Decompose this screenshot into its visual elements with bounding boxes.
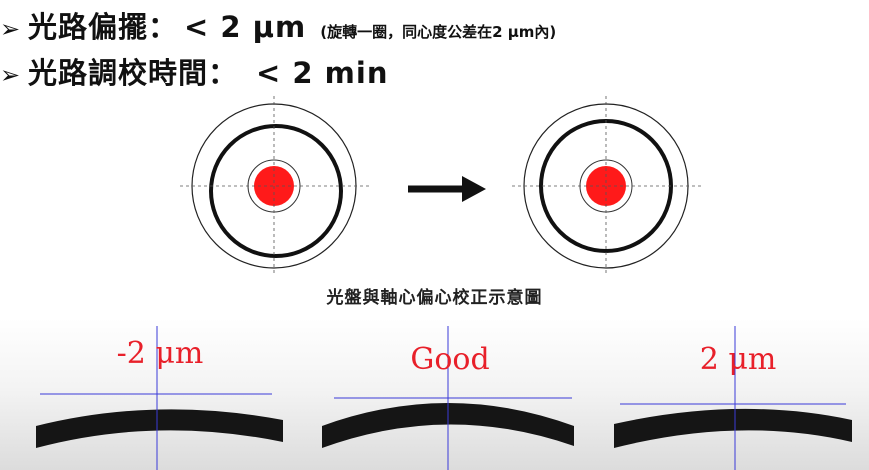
disc-before (180, 96, 370, 276)
eccentricity-diagram (180, 96, 702, 276)
spec-runout-label: 光路偏擺： (28, 10, 179, 44)
bullet-arrow-icon: ➢ (0, 61, 21, 89)
spec-adjust-time-value: < 2 min (256, 56, 389, 90)
spec-runout-note: (旋轉一圈，同心度公差在2 μm內) (320, 23, 557, 41)
spec-runout-value: < 2 μm (184, 10, 307, 44)
disc-ring (209, 124, 343, 258)
diagram-caption: 光盤與軸心偏心校正示意圖 (326, 288, 543, 308)
lens-label-centered: Good (410, 342, 490, 377)
lens-offset-right (614, 326, 852, 470)
spec-adjust-time: ➢ 光路調校時間： < 2 min (0, 50, 389, 92)
lens-label-offset-left: -2 μm (116, 336, 204, 371)
spec-runout: ➢ 光路偏擺： < 2 μm (旋轉一圈，同心度公差在2 μm內) (0, 4, 556, 46)
lens-centered (322, 326, 574, 470)
bullet-arrow-icon: ➢ (0, 15, 21, 43)
disc-after (512, 96, 702, 276)
lens-offset-left (36, 326, 283, 470)
lens-label-offset-right: 2 μm (699, 342, 777, 377)
lens-alignment-drawing (36, 326, 852, 470)
spec-adjust-time-label: 光路調校時間： (28, 56, 239, 90)
arrow-right-icon (408, 176, 486, 202)
lens-alignment-panel: -2 μm Good 2 μm (0, 318, 869, 470)
